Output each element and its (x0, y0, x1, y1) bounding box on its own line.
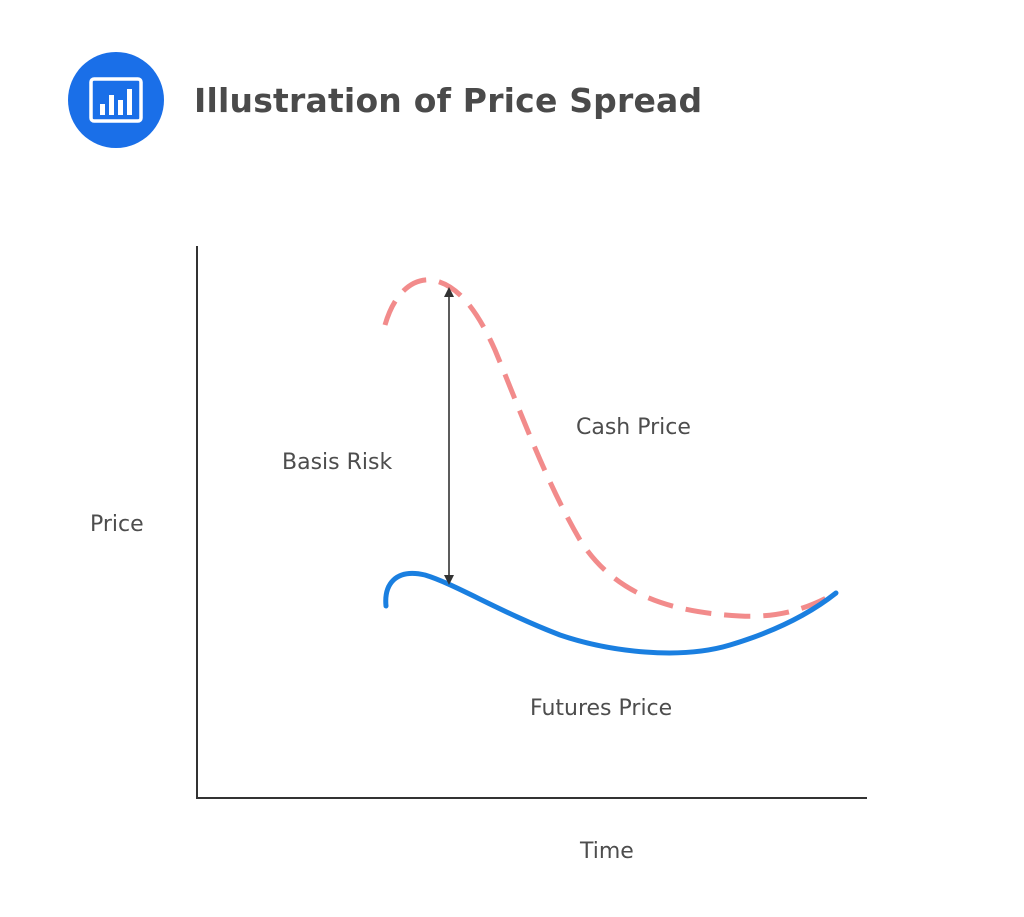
page-title: Illustration of Price Spread (194, 80, 703, 120)
bar-chart-glyph (89, 77, 143, 123)
x-axis-label: Time (579, 839, 634, 864)
y-axis-label: Price (90, 512, 144, 537)
futures-price-label: Futures Price (530, 696, 672, 721)
bar-chart-icon (68, 52, 164, 148)
futures-price-curve (383, 571, 839, 656)
header: Illustration of Price Spread (68, 52, 702, 148)
cash-price-curve (382, 277, 834, 619)
basis-risk-label: Basis Risk (282, 450, 392, 475)
cash-price-label: Cash Price (576, 415, 691, 440)
